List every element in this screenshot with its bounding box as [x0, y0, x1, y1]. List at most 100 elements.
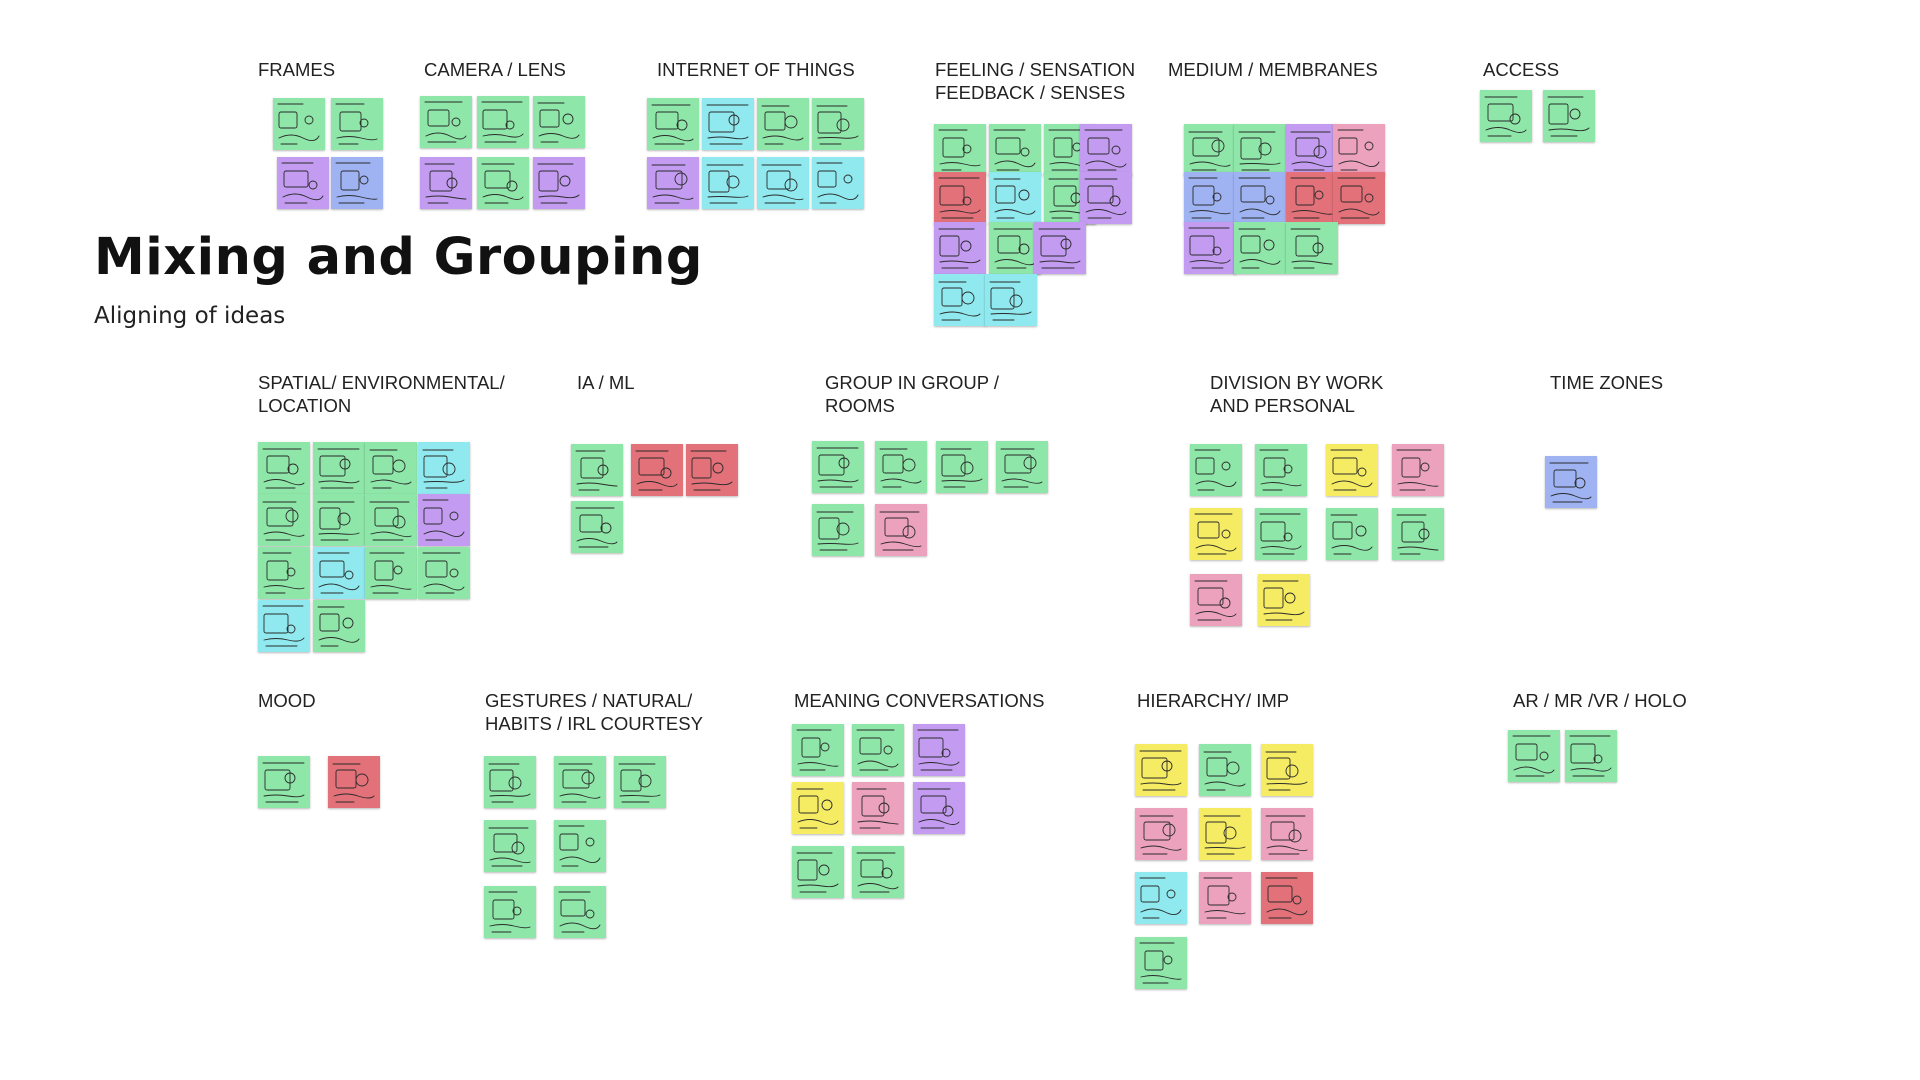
sticky-note[interactable] — [554, 886, 606, 938]
sticky-note[interactable] — [258, 494, 310, 546]
sticky-note[interactable] — [702, 98, 754, 150]
sticky-note[interactable] — [1261, 744, 1313, 796]
sticky-note[interactable] — [686, 444, 738, 496]
sticky-note[interactable] — [934, 172, 986, 224]
sticky-note[interactable] — [792, 782, 844, 834]
sticky-note[interactable] — [313, 600, 365, 652]
sticky-note[interactable] — [1565, 730, 1617, 782]
sticky-note[interactable] — [989, 172, 1041, 224]
sticky-note[interactable] — [614, 756, 666, 808]
sticky-note[interactable] — [1545, 456, 1597, 508]
sticky-note[interactable] — [792, 846, 844, 898]
sticky-note[interactable] — [418, 547, 470, 599]
sticky-note[interactable] — [1261, 872, 1313, 924]
sticky-note[interactable] — [936, 441, 988, 493]
sticky-note[interactable] — [1190, 508, 1242, 560]
sticky-note[interactable] — [1508, 730, 1560, 782]
sticky-note[interactable] — [1199, 808, 1251, 860]
sticky-note[interactable] — [1333, 172, 1385, 224]
sticky-note[interactable] — [1326, 444, 1378, 496]
sticky-note[interactable] — [1286, 124, 1338, 176]
sticky-note[interactable] — [934, 274, 986, 326]
sticky-note[interactable] — [554, 756, 606, 808]
sticky-note[interactable] — [418, 442, 470, 494]
sticky-note[interactable] — [1080, 124, 1132, 176]
sticky-note[interactable] — [1184, 124, 1236, 176]
sticky-note[interactable] — [1135, 937, 1187, 989]
sticky-note[interactable] — [757, 98, 809, 150]
sticky-note[interactable] — [1199, 744, 1251, 796]
sticky-note[interactable] — [1392, 508, 1444, 560]
sticky-note[interactable] — [1261, 808, 1313, 860]
sticky-note[interactable] — [1543, 90, 1595, 142]
sticky-note[interactable] — [313, 442, 365, 494]
sticky-note[interactable] — [934, 222, 986, 274]
sticky-note[interactable] — [1333, 124, 1385, 176]
sticky-note[interactable] — [812, 157, 864, 209]
sticky-note[interactable] — [996, 441, 1048, 493]
sticky-note[interactable] — [1190, 574, 1242, 626]
sticky-note[interactable] — [258, 547, 310, 599]
sticky-note[interactable] — [1326, 508, 1378, 560]
sticky-note[interactable] — [757, 157, 809, 209]
sticky-note[interactable] — [985, 274, 1037, 326]
sticky-note[interactable] — [420, 96, 472, 148]
sticky-note[interactable] — [484, 886, 536, 938]
sticky-note[interactable] — [1286, 222, 1338, 274]
sticky-note[interactable] — [365, 494, 417, 546]
sticky-note[interactable] — [258, 442, 310, 494]
sticky-note[interactable] — [1135, 872, 1187, 924]
sticky-note[interactable] — [258, 600, 310, 652]
sticky-note[interactable] — [647, 98, 699, 150]
sticky-note[interactable] — [852, 846, 904, 898]
sticky-note[interactable] — [812, 98, 864, 150]
sticky-note[interactable] — [913, 782, 965, 834]
sticky-note[interactable] — [533, 96, 585, 148]
sticky-note[interactable] — [852, 782, 904, 834]
sticky-note[interactable] — [934, 124, 986, 176]
sticky-note[interactable] — [1234, 124, 1286, 176]
sticky-note[interactable] — [1184, 172, 1236, 224]
sticky-note[interactable] — [1480, 90, 1532, 142]
sticky-note[interactable] — [631, 444, 683, 496]
sticky-note[interactable] — [812, 504, 864, 556]
sticky-note[interactable] — [1184, 222, 1236, 274]
sticky-note[interactable] — [420, 157, 472, 209]
sticky-note[interactable] — [533, 157, 585, 209]
sticky-note[interactable] — [571, 501, 623, 553]
sticky-note[interactable] — [1190, 444, 1242, 496]
sticky-note[interactable] — [812, 441, 864, 493]
sticky-note[interactable] — [477, 96, 529, 148]
sticky-note[interactable] — [1135, 744, 1187, 796]
sticky-note[interactable] — [989, 124, 1041, 176]
sticky-note[interactable] — [702, 157, 754, 209]
sticky-note[interactable] — [1286, 172, 1338, 224]
sticky-note[interactable] — [258, 756, 310, 808]
sticky-note[interactable] — [1234, 222, 1286, 274]
sticky-note[interactable] — [913, 724, 965, 776]
sticky-note[interactable] — [1258, 574, 1310, 626]
sticky-note[interactable] — [571, 444, 623, 496]
sticky-note[interactable] — [365, 547, 417, 599]
sticky-note[interactable] — [554, 820, 606, 872]
sticky-note[interactable] — [477, 157, 529, 209]
sticky-note[interactable] — [484, 820, 536, 872]
sticky-note[interactable] — [1392, 444, 1444, 496]
sticky-note[interactable] — [875, 441, 927, 493]
sticky-note[interactable] — [313, 547, 365, 599]
sticky-note[interactable] — [1199, 872, 1251, 924]
sticky-note[interactable] — [365, 442, 417, 494]
sticky-note[interactable] — [277, 157, 329, 209]
sticky-note[interactable] — [852, 724, 904, 776]
sticky-note[interactable] — [331, 157, 383, 209]
sticky-note[interactable] — [1255, 444, 1307, 496]
sticky-note[interactable] — [1234, 172, 1286, 224]
sticky-note[interactable] — [1135, 808, 1187, 860]
sticky-note[interactable] — [484, 756, 536, 808]
sticky-note[interactable] — [418, 494, 470, 546]
sticky-note[interactable] — [792, 724, 844, 776]
sticky-note[interactable] — [1255, 508, 1307, 560]
sticky-note[interactable] — [328, 756, 380, 808]
sticky-note[interactable] — [989, 222, 1041, 274]
sticky-note[interactable] — [313, 494, 365, 546]
